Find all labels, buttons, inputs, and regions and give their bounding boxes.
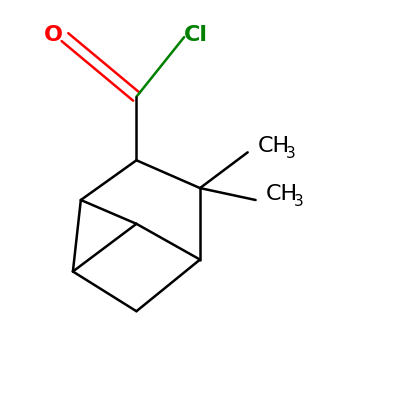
Text: CH: CH	[266, 184, 298, 204]
Text: 3: 3	[286, 146, 296, 161]
Text: CH: CH	[258, 136, 290, 156]
Text: Cl: Cl	[184, 25, 208, 45]
Text: 3: 3	[294, 194, 304, 209]
Text: O: O	[44, 25, 62, 45]
